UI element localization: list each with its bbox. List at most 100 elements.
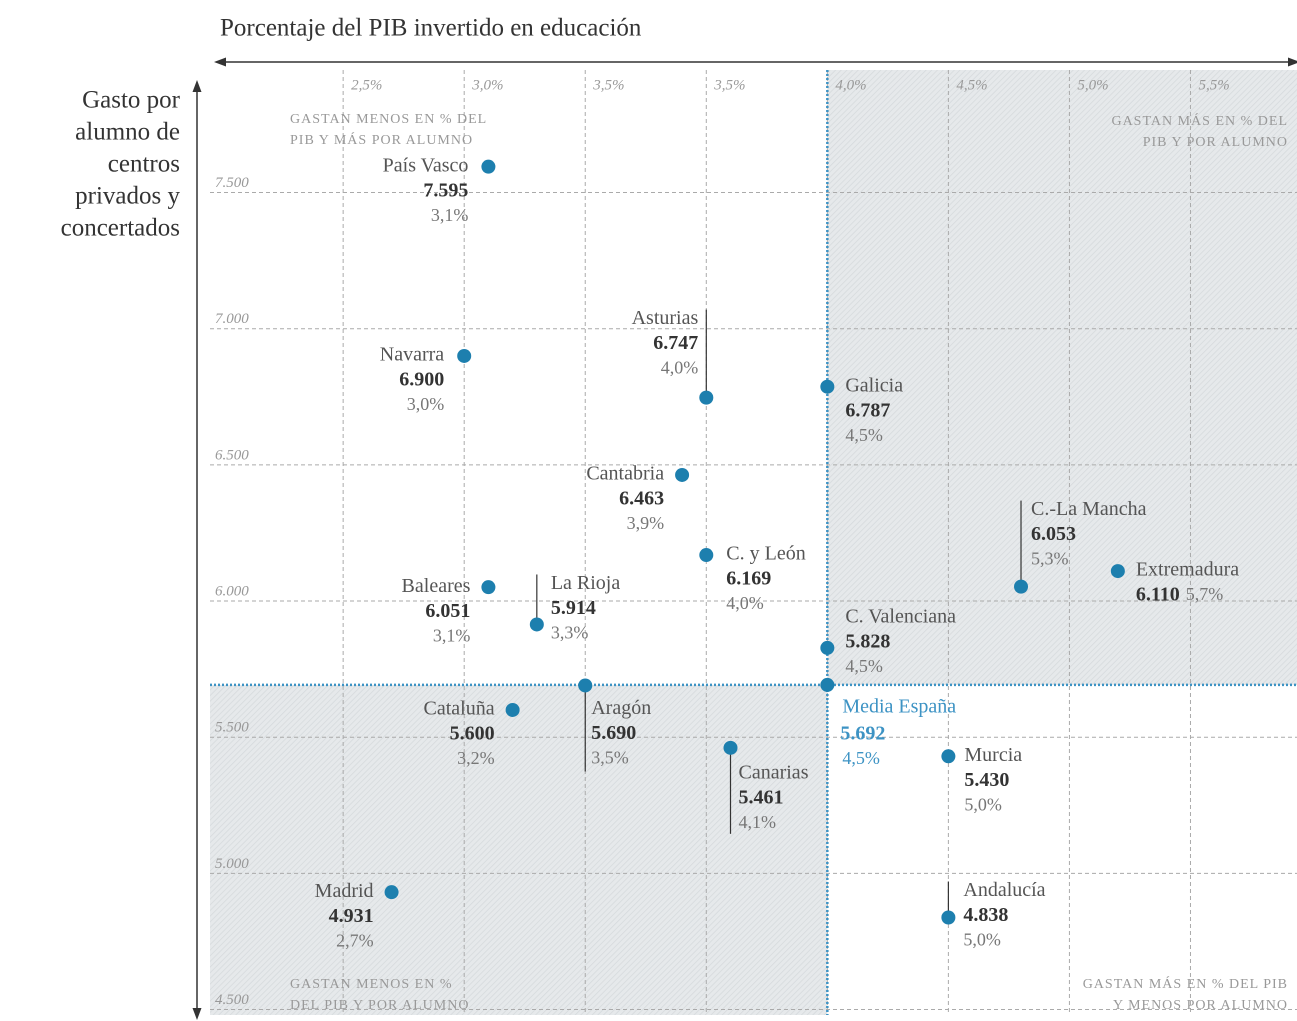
quadrant-label: PIB Y MÁS POR ALUMNO	[290, 131, 473, 148]
quadrant-label: GASTAN MENOS EN % DEL	[290, 112, 487, 127]
point	[384, 885, 399, 900]
point	[1014, 579, 1029, 594]
x-tick-label: 2,5%	[351, 77, 382, 93]
x-value-label: 3,1%	[431, 205, 469, 225]
x-value-label: 3,5%	[591, 748, 629, 768]
value-label: 6.051	[425, 600, 470, 622]
y-axis-label: concertados	[61, 215, 180, 242]
x-tick-label: 3,5%	[592, 77, 624, 93]
point-name: Canarias	[739, 761, 809, 783]
x-value-label: 5,7%	[1186, 584, 1224, 604]
y-axis-label: Gasto por	[82, 87, 181, 114]
point	[699, 548, 714, 563]
y-tick-label: 5.000	[215, 856, 249, 872]
point	[723, 740, 738, 755]
point	[675, 467, 690, 482]
y-tick-label: 7.000	[215, 311, 249, 327]
average-name: Media España	[842, 696, 956, 718]
x-value-label: 5,0%	[964, 794, 1002, 814]
point-name: Murcia	[964, 744, 1022, 766]
x-tick-label: 4,5%	[956, 77, 987, 93]
point-name: C. y León	[726, 543, 805, 565]
value-label: 5.461	[739, 786, 784, 808]
y-tick-label: 7.500	[215, 175, 249, 191]
point-name: Navarra	[380, 344, 445, 366]
y-axis-label: centros	[108, 151, 180, 178]
point-name: País Vasco	[383, 154, 469, 176]
x-value-label: 3,0%	[407, 394, 445, 414]
x-value-label: 3,9%	[627, 513, 665, 533]
point-name: C.-La Mancha	[1031, 498, 1147, 520]
x-value-label: 2,7%	[336, 930, 374, 950]
point-name: Extremadura	[1136, 559, 1239, 581]
point	[941, 910, 956, 925]
quadrant-label: GASTAN MÁS EN % DEL	[1111, 112, 1288, 129]
x-value-label: 3,1%	[433, 625, 471, 645]
point	[578, 678, 593, 693]
value-label: 6.110	[1136, 584, 1180, 606]
y-tick-label: 6.000	[215, 583, 249, 599]
quadrant-label: DEL PIB Y POR ALUMNO	[290, 998, 469, 1013]
value-label: 6.053	[1031, 523, 1076, 545]
value-label: 6.747	[653, 332, 698, 354]
point-name: Baleares	[402, 575, 471, 597]
point-name: Aragón	[591, 697, 651, 719]
point-name: C. Valenciana	[845, 605, 956, 627]
value-label: 5.600	[450, 723, 495, 745]
point-name: Andalucía	[963, 879, 1045, 901]
quadrant-shade	[827, 70, 1297, 685]
value-label: 6.169	[726, 568, 771, 590]
point-name: Asturias	[632, 307, 699, 329]
point-name: Galicia	[845, 374, 903, 396]
y-axis-label: alumno de	[75, 119, 180, 146]
point	[505, 702, 520, 717]
point	[820, 379, 835, 394]
point	[481, 159, 496, 174]
y-axis-label: privados y	[75, 183, 180, 210]
value-label: 7.595	[423, 179, 468, 201]
x-tick-label: 4,0%	[835, 77, 866, 93]
quadrant-label: PIB Y POR ALUMNO	[1143, 135, 1288, 150]
chart-title: Porcentaje del PIB invertido en educació…	[220, 15, 642, 42]
point-name: Cataluña	[424, 698, 495, 720]
quadrant-label: GASTAN MÁS EN % DEL PIB	[1083, 975, 1288, 992]
value-label: 4.838	[963, 904, 1008, 926]
quadrant-label: GASTAN MENOS EN %	[290, 977, 453, 992]
x-tick-label: 3,5%	[713, 77, 745, 93]
x-value-label: 4,5%	[845, 656, 883, 676]
point	[457, 348, 472, 363]
value-label: 5.828	[845, 630, 890, 652]
average-x-label: 4,5%	[842, 748, 880, 768]
point-name: Madrid	[315, 880, 374, 902]
point	[820, 640, 835, 655]
y-tick-label: 4.500	[215, 992, 249, 1008]
point	[699, 390, 714, 405]
x-value-label: 3,3%	[551, 623, 589, 643]
point-name: La Rioja	[551, 572, 621, 594]
x-value-label: 5,0%	[963, 930, 1001, 950]
x-value-label: 4,1%	[739, 812, 777, 832]
value-label: 5.430	[964, 769, 1009, 791]
value-label: 5.690	[591, 722, 636, 744]
average-value-label: 5.692	[840, 723, 885, 745]
point-name: Cantabria	[586, 463, 664, 485]
y-tick-label: 5.500	[215, 720, 249, 736]
x-tick-label: 3,0%	[471, 77, 503, 93]
value-label: 6.900	[399, 369, 444, 391]
x-tick-label: 5,5%	[1198, 77, 1229, 93]
x-value-label: 4,0%	[726, 593, 764, 613]
value-label: 5.914	[551, 597, 596, 619]
point	[941, 749, 956, 764]
x-value-label: 3,2%	[457, 748, 495, 768]
value-label: 4.931	[329, 905, 374, 927]
value-label: 6.463	[619, 488, 664, 510]
x-value-label: 5,3%	[1031, 549, 1069, 569]
x-tick-label: 5,0%	[1077, 77, 1108, 93]
point	[529, 617, 544, 632]
value-label: 6.787	[845, 399, 890, 421]
x-value-label: 4,5%	[845, 425, 883, 445]
quadrant-label: Y MENOS POR ALUMNO	[1113, 998, 1288, 1013]
y-tick-label: 6.500	[215, 447, 249, 463]
x-value-label: 4,0%	[661, 358, 699, 378]
